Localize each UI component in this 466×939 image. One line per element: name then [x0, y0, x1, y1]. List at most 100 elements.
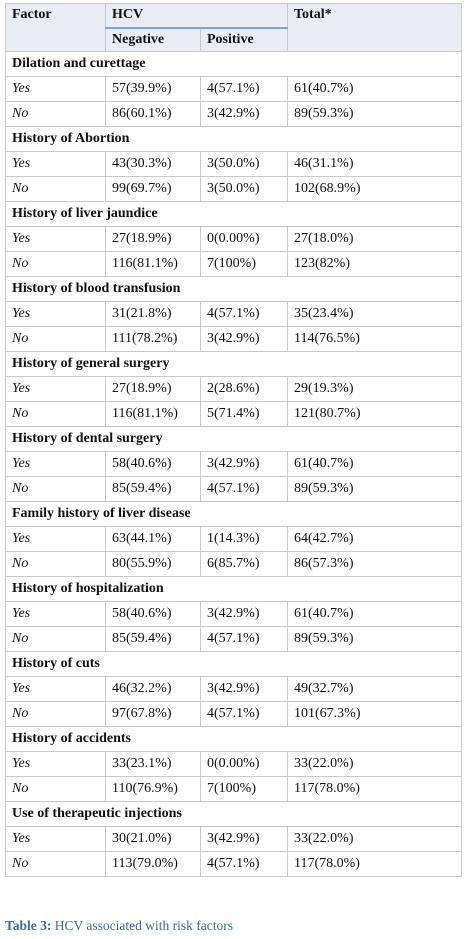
cell: 58(40.6%) — [105, 601, 201, 627]
caption: Table 3: HCV associated with risk factor… — [5, 918, 233, 934]
cell: 43(30.3%) — [105, 151, 201, 177]
data-row: No 113(79.0%) 4(57.1%) 117(78.0%) — [5, 851, 462, 877]
group-row: History of liver jaundice — [5, 201, 462, 227]
data-row: Yes 58(40.6%) 3(42.9%) 61(40.7%) — [5, 451, 462, 477]
data-row: Yes 43(30.3%) 3(50.0%) 46(31.1%) — [5, 151, 462, 177]
cell: 117(78.0%) — [287, 776, 462, 802]
cell: 121(80.7%) — [287, 401, 462, 427]
cell: 46(32.2%) — [105, 676, 201, 702]
row-label: Yes — [5, 376, 106, 402]
cell: 102(68.9%) — [287, 176, 462, 202]
cell: 3(42.9%) — [200, 451, 288, 477]
data-row: Yes 63(44.1%) 1(14.3%) 64(42.7%) — [5, 526, 462, 552]
group-title: History of blood transfusion — [5, 276, 462, 302]
row-label: Yes — [5, 826, 106, 852]
cell: 123(82%) — [287, 251, 462, 277]
data-row: Yes 57(39.9%) 4(57.1%) 61(40.7%) — [5, 76, 462, 102]
row-label: No — [5, 851, 106, 877]
data-row: Yes 46(32.2%) 3(42.9%) 49(32.7%) — [5, 676, 462, 702]
table-header: Factor HCV Total* Negative Positive — [5, 3, 462, 52]
group-row: History of accidents — [5, 726, 462, 752]
row-label: No — [5, 101, 106, 127]
row-label: Yes — [5, 226, 106, 252]
cell: 113(79.0%) — [105, 851, 201, 877]
cell: 33(23.1%) — [105, 751, 201, 777]
header-cell: Total* — [287, 3, 462, 52]
group-row: Dilation and curettage — [5, 51, 462, 77]
cell: 0(0.00%) — [200, 226, 288, 252]
data-row: Yes 27(18.9%) 0(0.00%) 27(18.0%) — [5, 226, 462, 252]
cell: 4(57.1%) — [200, 851, 288, 877]
row-label: No — [5, 551, 106, 577]
cell: 3(50.0%) — [200, 176, 288, 202]
cell: 111(78.2%) — [105, 326, 201, 352]
group-row: History of dental surgery — [5, 426, 462, 452]
row-label: No — [5, 476, 106, 502]
cell: 89(59.3%) — [287, 476, 462, 502]
row-label: No — [5, 176, 106, 202]
group-title: Use of therapeutic injections — [5, 801, 462, 827]
group-title: History of general surgery — [5, 351, 462, 377]
data-row: No 85(59.4%) 4(57.1%) 89(59.3%) — [5, 626, 462, 652]
group-row: History of Abortion — [5, 126, 462, 152]
cell: 86(60.1%) — [105, 101, 201, 127]
cell: 61(40.7%) — [287, 76, 462, 102]
cell: 80(55.9%) — [105, 551, 201, 577]
data-row: No 80(55.9%) 6(85.7%) 86(57.3%) — [5, 551, 462, 577]
cell: 46(31.1%) — [287, 151, 462, 177]
header-cell: Positive — [200, 27, 288, 52]
group-row: History of blood transfusion — [5, 276, 462, 302]
cell: 29(19.3%) — [287, 376, 462, 402]
caption-text: HCV associated with risk factors — [54, 918, 233, 933]
table-body: Dilation and curettage Yes 57(39.9%) 4(57.1… — [5, 51, 462, 877]
cell: 27(18.0%) — [287, 226, 462, 252]
row-label: Yes — [5, 751, 106, 777]
header-cell: Factor — [5, 3, 106, 52]
cell: 0(0.00%) — [200, 751, 288, 777]
group-row: History of general surgery — [5, 351, 462, 377]
data-row: Yes 30(21.0%) 3(42.9%) 33(22.0%) — [5, 826, 462, 852]
row-label: No — [5, 326, 106, 352]
group-title: History of hospitalization — [5, 576, 462, 602]
cell: 63(44.1%) — [105, 526, 201, 552]
risk-table: Factor HCV Total* Negative Positive Dila… — [5, 3, 462, 877]
cell: 57(39.9%) — [105, 76, 201, 102]
data-row: No 116(81.1%) 7(100%) 123(82%) — [5, 251, 462, 277]
row-label: Yes — [5, 601, 106, 627]
cell: 3(42.9%) — [200, 101, 288, 127]
cell: 86(57.3%) — [287, 551, 462, 577]
group-title: History of cuts — [5, 651, 462, 677]
row-label: Yes — [5, 76, 106, 102]
cell: 99(69.7%) — [105, 176, 201, 202]
data-row: Yes 58(40.6%) 3(42.9%) 61(40.7%) — [5, 601, 462, 627]
cell: 61(40.7%) — [287, 451, 462, 477]
cell: 33(22.0%) — [287, 751, 462, 777]
cell: 58(40.6%) — [105, 451, 201, 477]
cell: 7(100%) — [200, 251, 288, 277]
cell: 61(40.7%) — [287, 601, 462, 627]
cell: 5(71.4%) — [200, 401, 288, 427]
cell: 89(59.3%) — [287, 101, 462, 127]
data-row: No 99(69.7%) 3(50.0%) 102(68.9%) — [5, 176, 462, 202]
group-row: Use of therapeutic injections — [5, 801, 462, 827]
row-label: Yes — [5, 526, 106, 552]
row-label: Yes — [5, 451, 106, 477]
data-row: No 97(67.8%) 4(57.1%) 101(67.3%) — [5, 701, 462, 727]
cell: 85(59.4%) — [105, 476, 201, 502]
cell: 116(81.1%) — [105, 401, 201, 427]
data-row: No 111(78.2%) 3(42.9%) 114(76.5%) — [5, 326, 462, 352]
cell: 2(28.6%) — [200, 376, 288, 402]
cell: 64(42.7%) — [287, 526, 462, 552]
cell: 4(57.1%) — [200, 626, 288, 652]
row-label: Yes — [5, 151, 106, 177]
group-title: Family history of liver disease — [5, 501, 462, 527]
cell: 4(57.1%) — [200, 476, 288, 502]
cell: 27(18.9%) — [105, 376, 201, 402]
row-label: No — [5, 626, 106, 652]
data-row: Yes 27(18.9%) 2(28.6%) 29(19.3%) — [5, 376, 462, 402]
data-row: No 116(81.1%) 5(71.4%) 121(80.7%) — [5, 401, 462, 427]
cell: 3(42.9%) — [200, 601, 288, 627]
cell: 85(59.4%) — [105, 626, 201, 652]
cell: 3(50.0%) — [200, 151, 288, 177]
